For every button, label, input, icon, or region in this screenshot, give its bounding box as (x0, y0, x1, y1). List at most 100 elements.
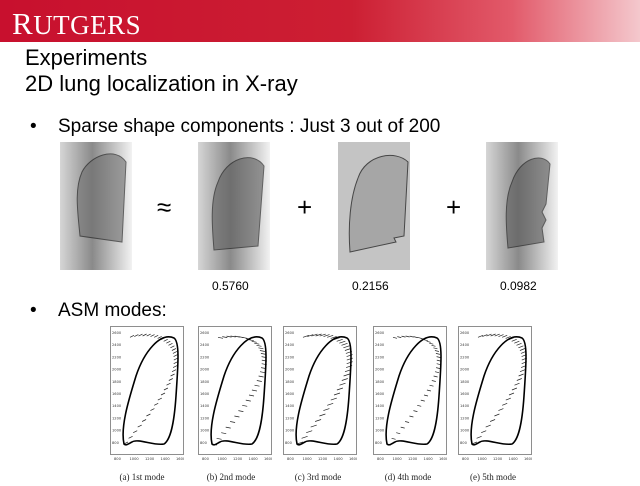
x-tick-label: 1600 (524, 457, 532, 461)
y-tick-label: 2200 (460, 355, 470, 359)
caption-mode-5: (e) 5th mode (470, 472, 516, 482)
x-tick-label: 800 (377, 457, 385, 461)
bullet-marker: • (30, 116, 37, 137)
x-tick-label: 1200 (408, 457, 418, 461)
asm-mode-plot-1: 2600 2400 2200 2000 1800 1600 1400 1200 1000 800 8… (110, 326, 184, 461)
y-tick-label: 1000 (112, 429, 122, 433)
caption-mode-2: (b) 2nd mode (206, 472, 256, 482)
xray-component-3 (486, 142, 558, 270)
y-tick-label: 1800 (460, 380, 470, 384)
y-tick-label: 1600 (375, 392, 385, 396)
y-tick-label: 2600 (200, 331, 210, 335)
y-tick-label: 1400 (112, 404, 122, 408)
y-tick-label: 2000 (200, 368, 210, 372)
y-tick-label: 2200 (112, 355, 122, 359)
y-tick-label: 1000 (375, 429, 385, 433)
bullet-asm-modes: • ASM modes: (30, 300, 167, 322)
y-tick-label: 2200 (200, 355, 210, 359)
x-tick-label: 800 (287, 457, 295, 461)
x-tick-label: 1600 (439, 457, 447, 461)
caption-mode-3: (c) 3rd mode (294, 472, 342, 482)
asm-mode-plot-3: 2600 2400 2200 2000 1800 1600 1400 1200 1000 800 8… (283, 326, 357, 461)
plot-frame (373, 326, 447, 455)
y-tick-label: 1800 (112, 380, 122, 384)
xray-original (60, 142, 132, 270)
y-tick-label: 1200 (285, 416, 295, 420)
y-tick-label: 1600 (285, 392, 295, 396)
xray-component-1 (198, 142, 270, 270)
y-tick-label: 2400 (375, 343, 385, 347)
y-tick-label: 1000 (200, 429, 210, 433)
y-tick-label: 1400 (200, 404, 210, 408)
x-tick-label: 1600 (264, 457, 272, 461)
plot-frame (110, 326, 184, 455)
x-tick-label: 800 (462, 457, 470, 461)
x-tick-label: 1200 (233, 457, 243, 461)
y-tick-label: 2400 (200, 343, 210, 347)
x-tick-label: 1400 (249, 457, 259, 461)
y-tick-label: 800 (112, 441, 120, 445)
y-tick-label: 1200 (200, 416, 210, 420)
y-tick-label: 1400 (285, 404, 295, 408)
y-tick-label: 2400 (460, 343, 470, 347)
x-tick-label: 1000 (478, 457, 488, 461)
y-tick-label: 2600 (112, 331, 122, 335)
y-tick-label: 1600 (460, 392, 470, 396)
header-banner: RUTGERS (0, 0, 640, 42)
y-tick-label: 1600 (112, 392, 122, 396)
asm-mode-plot-2: 2600 2400 2200 2000 1800 1600 1400 1200 1000 800 8… (198, 326, 272, 461)
x-tick-label: 1400 (161, 457, 171, 461)
y-tick-label: 1800 (285, 380, 295, 384)
x-tick-label: 1400 (509, 457, 519, 461)
mean-lung-contour (295, 336, 352, 446)
mean-lung-contour (385, 336, 442, 446)
bullet-text: ASM modes: (58, 300, 167, 321)
mean-lung-contour (210, 336, 267, 446)
plot-frame (283, 326, 357, 455)
y-tick-label: 2000 (375, 368, 385, 372)
x-tick-label: 1200 (493, 457, 503, 461)
y-tick-label: 2000 (285, 368, 295, 372)
asm-mode-plot-4: 2600 2400 2200 2000 1800 1600 1400 1200 1000 800 8… (373, 326, 447, 461)
y-tick-label: 1400 (460, 404, 470, 408)
x-tick-label: 800 (114, 457, 122, 461)
y-tick-label: 2200 (375, 355, 385, 359)
y-tick-label: 2000 (112, 368, 122, 372)
y-tick-label: 1400 (375, 404, 385, 408)
xray-component-2 (338, 142, 410, 270)
y-tick-label: 2400 (285, 343, 295, 347)
y-tick-label: 800 (375, 441, 383, 445)
y-tick-label: 2600 (285, 331, 295, 335)
approx-symbol: ≈ (157, 192, 172, 222)
coefficient-3: 0.0982 (500, 279, 537, 293)
plus-symbol-2: + (446, 192, 462, 222)
coefficient-2: 0.2156 (352, 279, 389, 293)
mean-lung-contour (122, 336, 179, 446)
caption-mode-4: (d) 4th mode (384, 472, 432, 482)
x-tick-label: 1000 (393, 457, 403, 461)
y-tick-label: 800 (200, 441, 208, 445)
plot-frame (198, 326, 272, 455)
y-tick-label: 2600 (375, 331, 385, 335)
x-tick-label: 1000 (218, 457, 228, 461)
y-tick-label: 1800 (200, 380, 210, 384)
plus-symbol-1: + (297, 192, 313, 222)
y-tick-label: 2200 (285, 355, 295, 359)
y-tick-label: 2000 (460, 368, 470, 372)
x-tick-label: 1000 (303, 457, 313, 461)
plot-frame (458, 326, 532, 455)
mean-lung-contour (470, 336, 527, 446)
x-tick-label: 1200 (145, 457, 155, 461)
bullet-marker: • (30, 300, 37, 321)
y-tick-label: 1200 (375, 416, 385, 420)
title-line-2: 2D lung localization in X-ray (25, 71, 298, 96)
y-tick-label: 1200 (460, 416, 470, 420)
y-tick-label: 1000 (285, 429, 295, 433)
mode-displacement-vectors (211, 335, 267, 446)
x-tick-label: 1400 (424, 457, 434, 461)
coefficient-1: 0.5760 (212, 279, 249, 293)
y-tick-label: 1200 (112, 416, 122, 420)
x-tick-label: 800 (202, 457, 210, 461)
caption-mode-1: (a) 1st mode (119, 472, 165, 482)
y-tick-label: 1000 (460, 429, 470, 433)
